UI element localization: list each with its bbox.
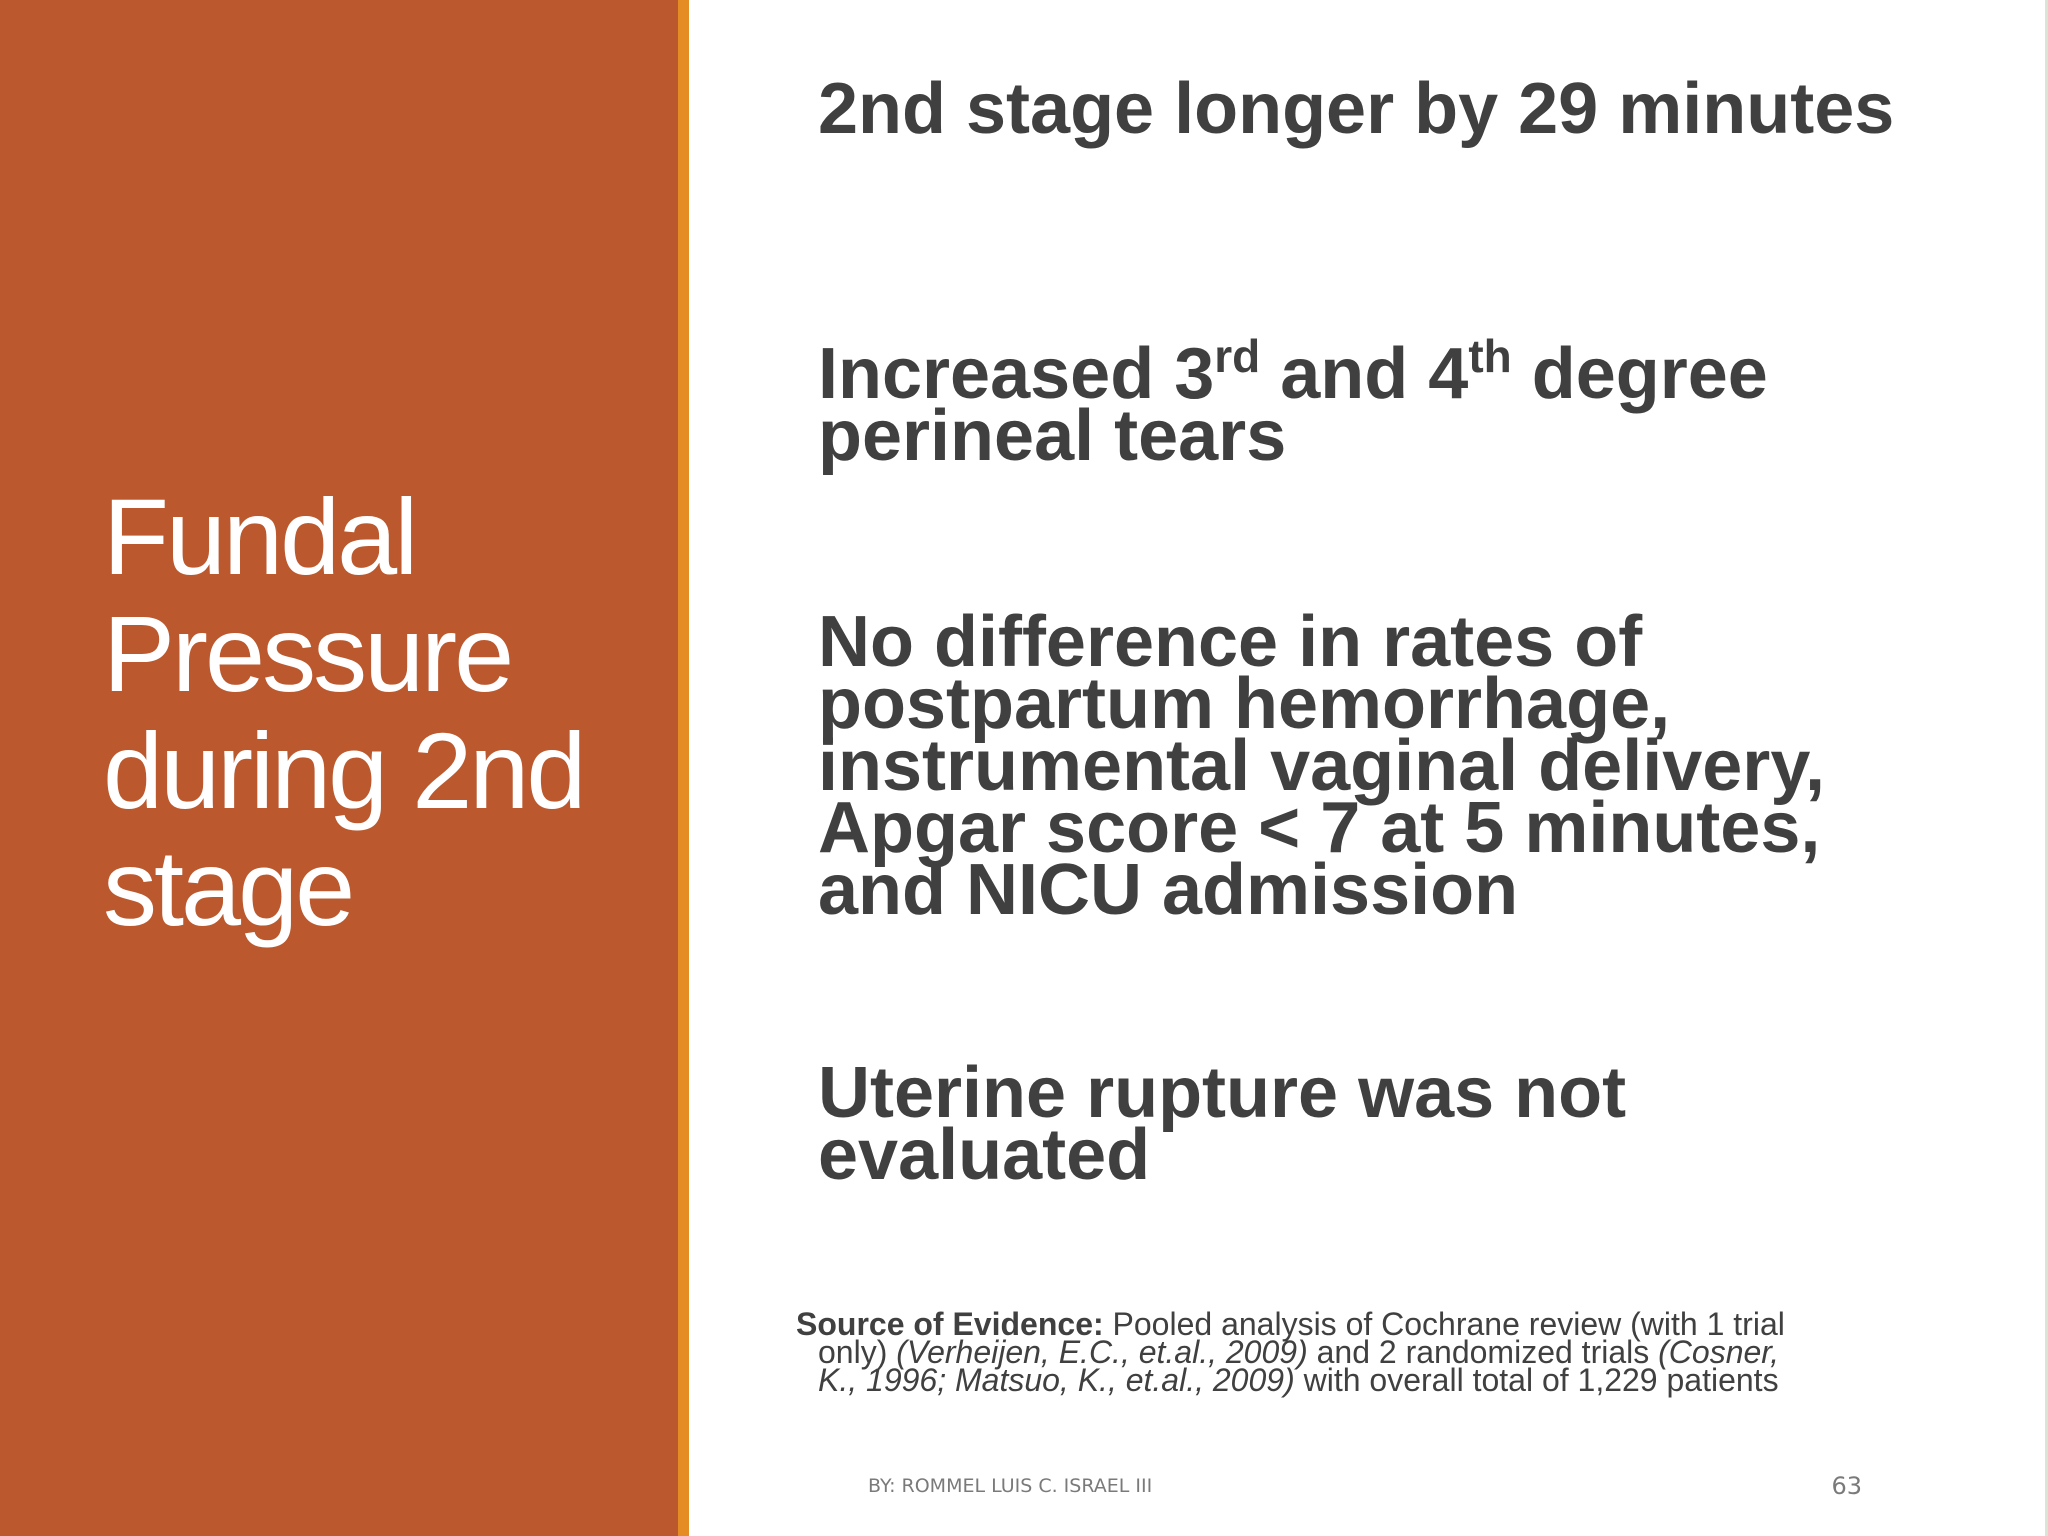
source-of-evidence: Source of Evidence: Pooled analysis of C… (796, 1308, 1856, 1396)
bullet-second-stage-duration: 2nd stage longer by 29 minutes (818, 69, 1895, 149)
slide-title: Fundal Pressure during 2nd stage (103, 476, 586, 948)
source-citation: K., 1996; Matsuo, K., et.al., 2009) (818, 1362, 1295, 1398)
superscript-rd: rd (1214, 330, 1261, 382)
source-text: Pooled analysis of Cochrane review (with… (1103, 1306, 1785, 1342)
bullet-uterine-rupture: Uterine rupture was not evaluated (818, 1053, 1627, 1195)
source-text: only) (818, 1334, 897, 1370)
source-citation: (Verheijen, E.C., et.al., 2009) (896, 1334, 1308, 1370)
source-citation: (Cosner, (1658, 1334, 1780, 1370)
source-line-3: K., 1996; Matsuo, K., et.al., 2009) with… (796, 1364, 1856, 1396)
bullet-text: Increased 3 (818, 334, 1215, 414)
source-text: and 2 randomized trials (1307, 1334, 1659, 1370)
page-number: 63 (1831, 1472, 1862, 1500)
accent-divider (678, 0, 689, 1536)
bullet-no-difference: No difference in rates of postpartum hem… (818, 602, 1826, 930)
bullet-text: and 4 (1260, 334, 1469, 414)
source-line-2: only) (Verheijen, E.C., et.al., 2009) an… (796, 1336, 1856, 1368)
bullet-text: degree perineal tears (818, 334, 1768, 476)
source-label: Source of Evidence: (796, 1306, 1104, 1342)
bullet-perineal-tears: Increased 3rd and 4th degree perineal te… (818, 333, 1898, 472)
title-panel (0, 0, 678, 1536)
slide-right-edge (2045, 0, 2048, 1536)
footer-author: BY: ROMMEL LUIS C. ISRAEL III (868, 1475, 1153, 1497)
superscript-th: th (1468, 330, 1512, 382)
source-text: with overall total of 1,229 patients (1294, 1362, 1779, 1398)
